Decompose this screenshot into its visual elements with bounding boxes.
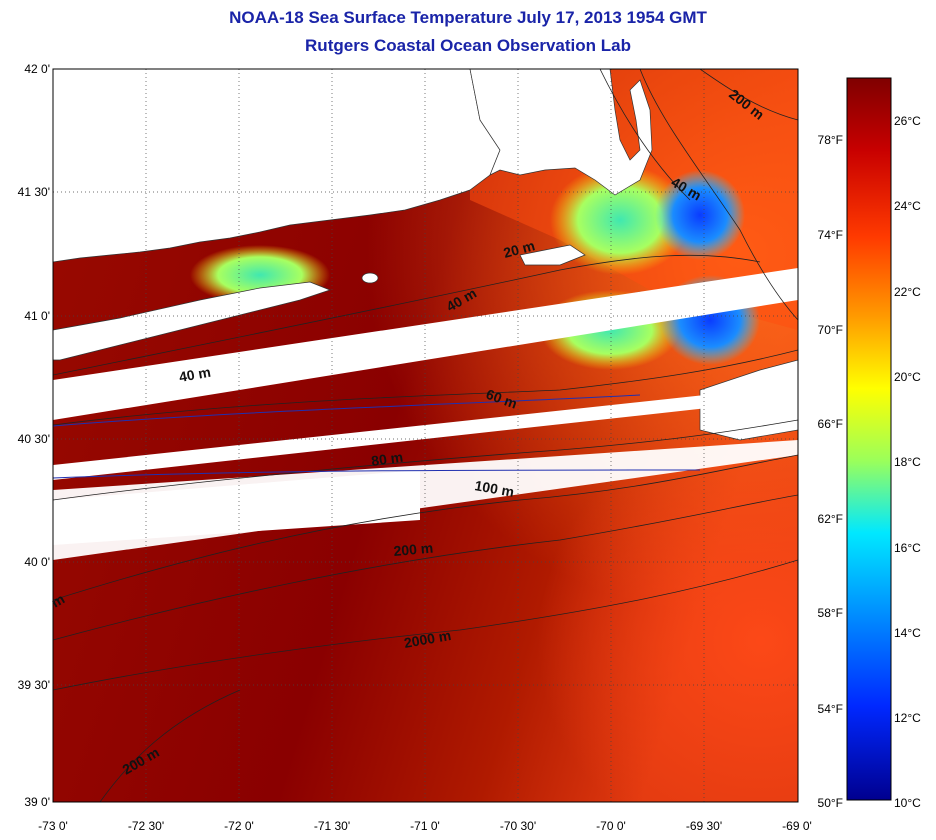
celsius-label: 12°C (894, 711, 921, 725)
lon-label: -70 30' (500, 819, 536, 833)
lat-label: 41 0' (24, 309, 50, 323)
celsius-label: 22°C (894, 285, 921, 299)
lon-label: -70 0' (596, 819, 626, 833)
map-frame (52, 68, 799, 803)
lat-label: 39 0' (24, 795, 50, 809)
lat-label: 40 30' (18, 432, 50, 446)
isobath-blue (53, 394, 701, 479)
celsius-label: 24°C (894, 199, 921, 213)
fahrenheit-label: 66°F (818, 417, 843, 431)
lon-label: -72 30' (128, 819, 164, 833)
fahrenheit-label: 50°F (818, 796, 843, 810)
lat-label: 41 30' (18, 185, 50, 199)
contour-label: 20 m (502, 237, 537, 261)
map-title: NOAA-18 Sea Surface Temperature July 17,… (229, 8, 707, 27)
lon-label: -73 0' (38, 819, 68, 833)
contour-label: 200 m (393, 540, 434, 559)
fahrenheit-label: 70°F (818, 323, 843, 337)
lat-labels: 42 0' 41 30' 41 0' 40 30' 40 0' 39 30' 3… (18, 62, 50, 809)
lon-label: -71 0' (410, 819, 440, 833)
celsius-label: 10°C (894, 796, 921, 810)
fahrenheit-label: 74°F (818, 228, 843, 242)
fahrenheit-labels: 78°F 74°F 70°F 66°F 62°F 58°F 54°F 50°F (818, 133, 843, 810)
celsius-label: 20°C (894, 370, 921, 384)
lon-label: -72 0' (224, 819, 254, 833)
lon-labels: -73 0' -72 30' -72 0' -71 30' -71 0' -70… (38, 819, 812, 833)
fahrenheit-label: 78°F (818, 133, 843, 147)
celsius-label: 26°C (894, 114, 921, 128)
fahrenheit-label: 62°F (818, 512, 843, 526)
celsius-label: 18°C (894, 455, 921, 469)
lat-label: 42 0' (24, 62, 50, 76)
fahrenheit-label: 58°F (818, 606, 843, 620)
lat-label: 39 30' (18, 678, 50, 692)
contour-label: 40 m (178, 364, 212, 385)
lon-label: -69 30' (686, 819, 722, 833)
colorbar (846, 77, 892, 801)
fahrenheit-label: 54°F (818, 702, 843, 716)
celsius-label: 14°C (894, 626, 921, 640)
map-subtitle: Rutgers Coastal Ocean Observation Lab (305, 36, 631, 55)
contour-label: 100 m (473, 477, 515, 500)
depth-contours (53, 69, 798, 802)
sst-field (53, 69, 798, 802)
celsius-labels: 26°C 24°C 22°C 20°C 18°C 16°C 14°C 12°C … (894, 114, 921, 810)
lat-label: 40 0' (24, 555, 50, 569)
lon-label: -69 0' (782, 819, 812, 833)
celsius-label: 16°C (894, 541, 921, 555)
contour-label: 80 m (370, 449, 404, 469)
lon-label: -71 30' (314, 819, 350, 833)
